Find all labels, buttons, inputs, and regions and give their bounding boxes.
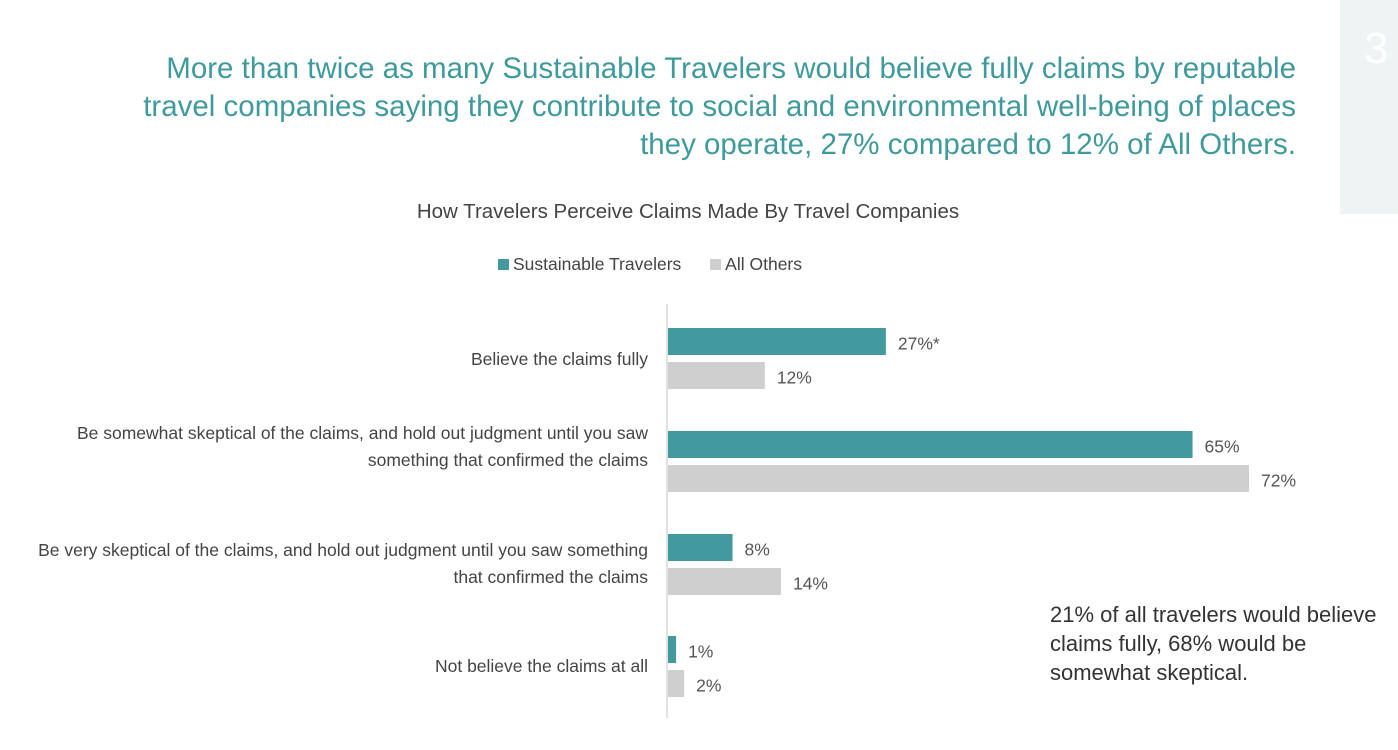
- bar-all-others-somewhat-skeptical: [668, 465, 1250, 492]
- legend-label-all-others: All Others: [725, 254, 802, 274]
- data-label-all-others-not-believe: 2%: [696, 676, 721, 696]
- data-label-all-others-believe-fully: 12%: [777, 368, 812, 388]
- data-label-sustainable-not-believe: 1%: [688, 642, 713, 662]
- bar-all-others-not-believe: [668, 670, 685, 697]
- bar-all-others-very-skeptical: [668, 568, 781, 595]
- category-label-somewhat-skeptical: Be somewhat skeptical of the claims, and…: [76, 423, 648, 470]
- category-label-not-believe: Not believe the claims at all: [434, 656, 648, 676]
- legend-swatch-all-others: [710, 259, 722, 270]
- category-label-very-skeptical: Be very skeptical of the claims, and hol…: [38, 540, 648, 587]
- data-label-sustainable-somewhat-skeptical: 65%: [1205, 437, 1240, 457]
- data-label-all-others-very-skeptical: 14%: [793, 574, 828, 594]
- legend-swatch-sustainable: [498, 259, 509, 270]
- bar-all-others-believe-fully: [668, 362, 765, 389]
- bar-sustainable-somewhat-skeptical: [668, 431, 1193, 458]
- bars-group: 27%* 65% 8% 1% 12% 72% 14% 2%: [668, 328, 1296, 697]
- page-tab: 3: [1340, 0, 1398, 214]
- bar-sustainable-very-skeptical: [668, 534, 733, 561]
- legend-item-all-others: All Others: [710, 254, 802, 275]
- legend-item-sustainable: Sustainable Travelers: [498, 254, 681, 275]
- callout-text: 21% of all travelers would believe claim…: [1050, 602, 1377, 685]
- bar-sustainable-not-believe: [668, 636, 677, 663]
- chart-title: How Travelers Perceive Claims Made By Tr…: [416, 200, 960, 223]
- data-label-all-others-somewhat-skeptical: 72%: [1261, 471, 1296, 491]
- data-label-sustainable-believe-fully: 27%*: [898, 334, 940, 354]
- chart-legend: Sustainable Travelers All Others: [498, 254, 826, 275]
- category-label-believe-fully: Believe the claims fully: [470, 349, 648, 369]
- legend-label-sustainable: Sustainable Travelers: [513, 254, 682, 274]
- bar-sustainable-believe-fully: [668, 328, 886, 355]
- data-label-sustainable-very-skeptical: 8%: [745, 540, 770, 560]
- page-number: 3: [1364, 24, 1389, 73]
- headline: More than twice as many Sustainable Trav…: [143, 52, 1296, 161]
